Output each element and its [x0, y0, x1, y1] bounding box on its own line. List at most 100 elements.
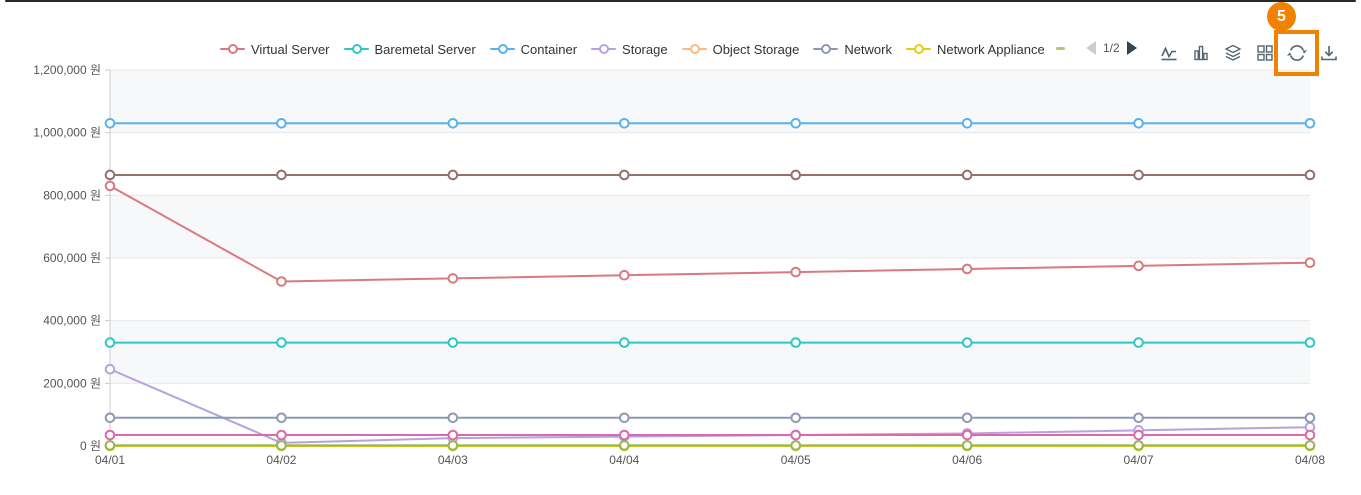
line-chart-icon[interactable]	[1158, 42, 1180, 64]
data-point[interactable]	[1133, 117, 1144, 129]
y-tick-label: 400,000 원	[43, 314, 101, 328]
data-point[interactable]	[1133, 260, 1144, 272]
x-tick-label: 04/02	[266, 453, 296, 467]
restore-icon[interactable]	[1286, 42, 1308, 64]
split-area-band	[110, 70, 1310, 133]
data-point[interactable]	[961, 169, 973, 181]
legend-marker	[813, 44, 839, 54]
data-point[interactable]	[961, 429, 973, 441]
data-point[interactable]	[276, 169, 287, 181]
data-point[interactable]	[961, 263, 973, 275]
data-point[interactable]	[1304, 117, 1316, 129]
data-point[interactable]	[1133, 412, 1144, 424]
x-tick-label: 04/08	[1295, 453, 1325, 467]
y-tick-label: 600,000 원	[43, 251, 101, 265]
data-point[interactable]	[961, 440, 973, 451]
y-tick-label: 1,200,000 원	[33, 63, 101, 77]
legend-marker	[343, 44, 369, 54]
legend-label: Baremetal Server	[374, 41, 476, 57]
legend-item-network[interactable]: Network	[813, 42, 892, 57]
data-point[interactable]	[276, 276, 287, 287]
y-tick-label: 800,000 원	[43, 188, 101, 202]
data-point[interactable]	[1133, 337, 1144, 348]
data-point[interactable]	[447, 429, 459, 441]
split-area-band	[110, 320, 1310, 384]
x-tick-label: 04/05	[781, 453, 811, 467]
legend-item-storage[interactable]: Storage	[591, 42, 668, 57]
data-point[interactable]	[1133, 440, 1144, 451]
y-tick-label: 200,000 원	[43, 376, 101, 390]
data-point[interactable]	[1304, 337, 1316, 348]
data-point[interactable]	[276, 117, 287, 129]
legend-label: Network	[844, 41, 892, 57]
data-point[interactable]	[447, 337, 459, 348]
data-point[interactable]	[104, 169, 116, 181]
legend-marker	[591, 44, 617, 54]
legend-page-indicator: 1/2	[1103, 41, 1120, 55]
data-point[interactable]	[104, 429, 116, 441]
data-point[interactable]	[790, 412, 802, 424]
data-point[interactable]	[276, 337, 287, 348]
legend-next-page-icon[interactable]	[1126, 41, 1137, 55]
legend-prev-page-icon[interactable]	[1086, 41, 1096, 55]
data-point[interactable]	[104, 117, 116, 129]
data-point[interactable]	[790, 429, 802, 441]
legend-item-virtual-server[interactable]: Virtual Server	[220, 42, 330, 57]
bar-chart-icon[interactable]	[1190, 42, 1212, 64]
data-point[interactable]	[961, 412, 973, 424]
data-point[interactable]	[276, 440, 287, 451]
data-point[interactable]	[618, 269, 630, 281]
window-top-edge	[5, 0, 1356, 2]
data-point[interactable]	[447, 412, 459, 424]
data-point[interactable]	[618, 337, 630, 348]
data-point[interactable]	[276, 429, 287, 441]
data-point[interactable]	[790, 169, 802, 181]
legend-label: Network Appliance	[937, 41, 1045, 57]
x-tick-label: 04/03	[438, 453, 468, 467]
data-point[interactable]	[618, 429, 630, 441]
data-point[interactable]	[1133, 429, 1144, 441]
legend-item-network-appliance[interactable]: Network Appliance	[906, 42, 1045, 57]
data-point[interactable]	[447, 440, 459, 451]
data-point[interactable]	[790, 337, 802, 348]
tiled-icon[interactable]	[1254, 42, 1276, 64]
data-point[interactable]	[618, 117, 630, 129]
data-point[interactable]	[790, 117, 802, 129]
data-point[interactable]	[104, 180, 116, 192]
data-point[interactable]	[618, 412, 630, 424]
save-image-icon[interactable]	[1318, 42, 1340, 64]
data-point[interactable]	[1133, 169, 1144, 181]
legend-item-object-storage[interactable]: Object Storage	[681, 42, 799, 57]
data-point[interactable]	[104, 440, 116, 451]
data-point[interactable]	[1304, 440, 1316, 451]
data-point[interactable]	[1304, 257, 1316, 269]
x-tick-label: 04/04	[609, 453, 639, 467]
data-point[interactable]	[790, 440, 802, 451]
chart-toolbar	[1158, 42, 1340, 64]
data-point[interactable]	[618, 440, 630, 451]
data-point[interactable]	[447, 117, 459, 129]
data-point[interactable]	[1304, 169, 1316, 181]
data-point[interactable]	[1304, 429, 1316, 441]
split-area-band	[110, 195, 1310, 258]
legend-marker	[906, 44, 931, 54]
data-point[interactable]	[1304, 412, 1316, 424]
legend-marker	[489, 44, 515, 54]
data-point[interactable]	[104, 337, 116, 348]
legend: Virtual Server Baremetal Server Container S…	[220, 40, 1045, 58]
data-point[interactable]	[104, 412, 116, 424]
data-point[interactable]	[104, 363, 116, 375]
legend-item-container[interactable]: Container	[489, 42, 577, 57]
stack-icon[interactable]	[1222, 42, 1244, 64]
data-point[interactable]	[447, 169, 459, 181]
data-point[interactable]	[447, 273, 459, 284]
data-point[interactable]	[276, 412, 287, 424]
x-tick-label: 04/06	[952, 453, 982, 467]
data-point[interactable]	[790, 266, 802, 278]
data-point[interactable]	[618, 169, 630, 181]
data-point[interactable]	[961, 337, 973, 348]
legend-item-baremetal-server[interactable]: Baremetal Server	[343, 41, 476, 57]
data-point[interactable]	[961, 117, 973, 129]
x-tick-label: 04/01	[95, 453, 125, 467]
